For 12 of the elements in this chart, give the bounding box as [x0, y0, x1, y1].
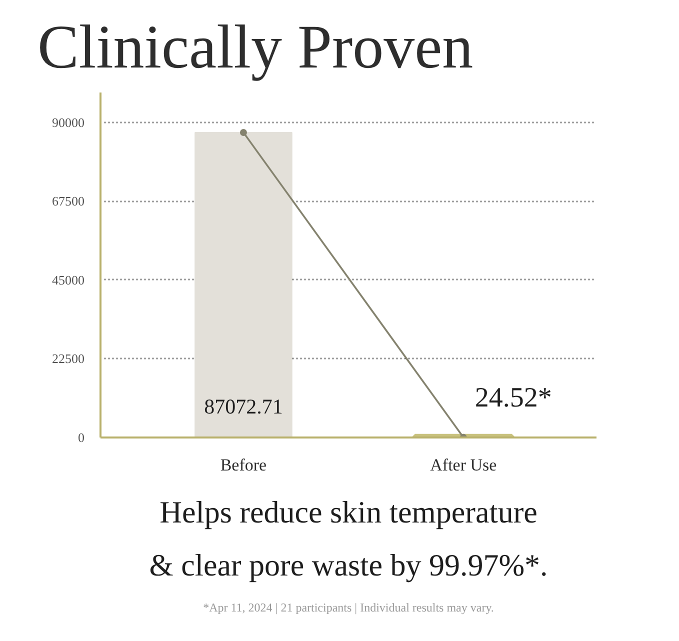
- y-tick-label: 67500: [52, 194, 84, 209]
- chart-title: Clinically Proven: [38, 14, 474, 82]
- y-tick-label: 90000: [52, 114, 84, 130]
- data-label: 87072.71: [204, 394, 283, 418]
- text: *Apr 11, 2024 | 21 participants | Individual results may vary.: [203, 600, 494, 614]
- text: Helps reduce skin temperature & clear pore waste by 99.97%*.: [149, 494, 548, 582]
- y-tick-label: 0: [78, 430, 84, 445]
- y-tick-label: 45000: [52, 272, 84, 288]
- data-label: 24.52*: [474, 382, 552, 414]
- y-tick-label: 22500: [52, 351, 84, 366]
- x-tick-label: Before: [220, 456, 267, 474]
- x-tick-label: After Use: [430, 456, 497, 474]
